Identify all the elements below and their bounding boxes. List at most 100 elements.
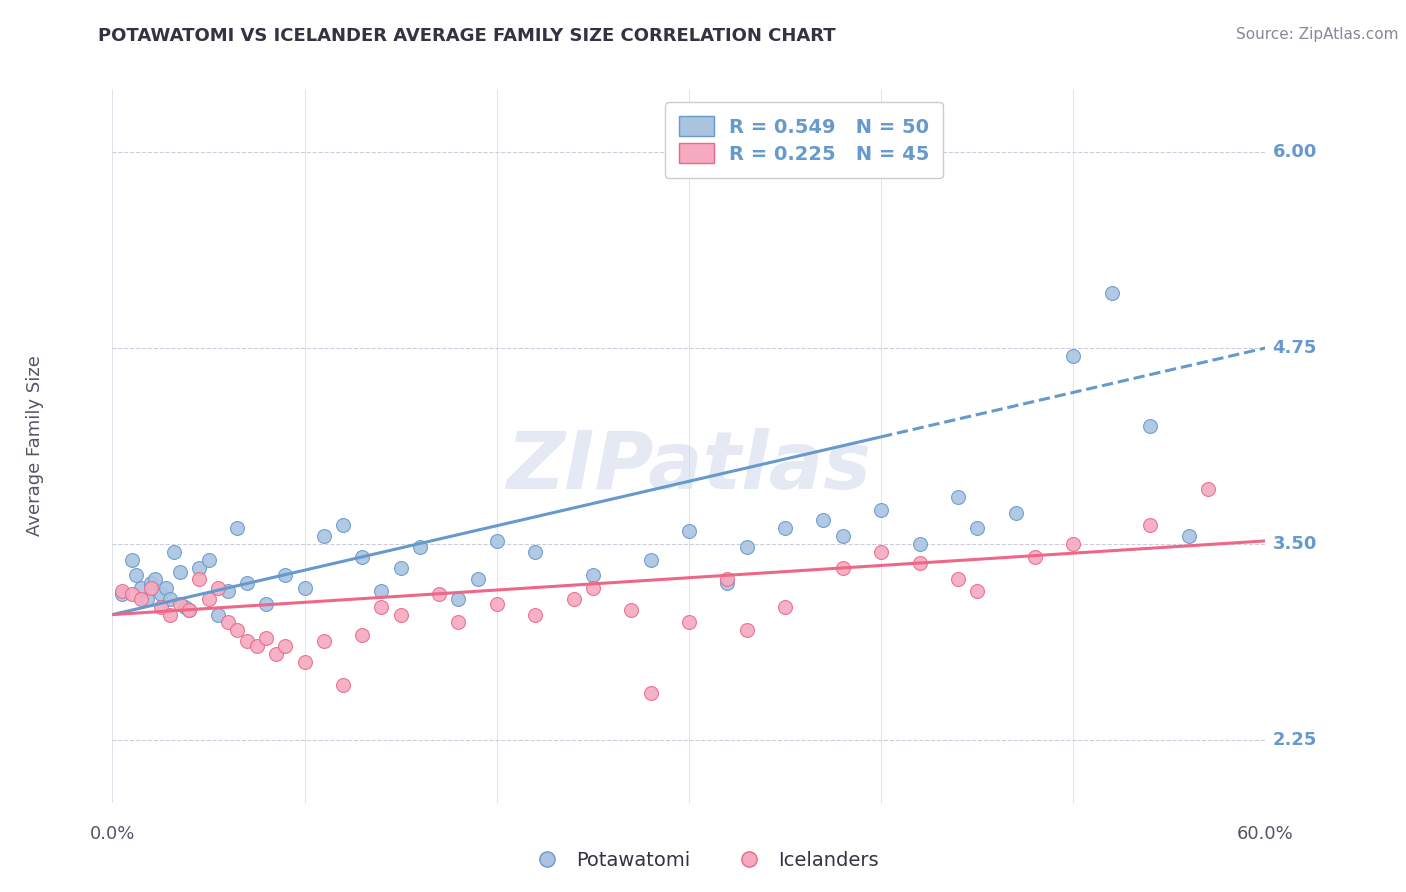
Point: [485, 533, 508, 548]
Point: [197, 591, 219, 606]
Point: [1177, 529, 1199, 543]
Point: [245, 639, 267, 653]
Point: [370, 584, 392, 599]
Point: [332, 678, 354, 692]
Text: Source: ZipAtlas.com: Source: ZipAtlas.com: [1236, 27, 1399, 42]
Point: [447, 591, 470, 606]
Point: [409, 540, 432, 554]
Point: [121, 587, 143, 601]
Text: 6.00: 6.00: [1272, 143, 1317, 161]
Point: [121, 552, 143, 566]
Point: [831, 560, 853, 574]
Point: [294, 655, 316, 669]
Point: [124, 568, 146, 582]
Point: [139, 576, 162, 591]
Point: [908, 556, 931, 570]
Point: [524, 607, 547, 622]
Text: POTAWATOMI VS ICELANDER AVERAGE FAMILY SIZE CORRELATION CHART: POTAWATOMI VS ICELANDER AVERAGE FAMILY S…: [98, 27, 837, 45]
Point: [264, 647, 287, 661]
Point: [735, 624, 758, 638]
Point: [389, 560, 412, 574]
Point: [159, 607, 181, 622]
Point: [678, 615, 700, 630]
Text: 4.75: 4.75: [1272, 339, 1317, 357]
Point: [946, 572, 969, 586]
Point: [1004, 506, 1026, 520]
Point: [966, 521, 988, 535]
Point: [143, 572, 166, 586]
Point: [217, 615, 239, 630]
Point: [640, 552, 662, 566]
Point: [236, 576, 259, 591]
Point: [226, 521, 249, 535]
Legend: R = 0.549   N = 50, R = 0.225   N = 45: R = 0.549 N = 50, R = 0.225 N = 45: [665, 103, 943, 178]
Point: [716, 576, 738, 591]
Point: [169, 597, 191, 611]
Point: [1139, 419, 1161, 434]
Point: [582, 581, 605, 595]
Point: [149, 599, 172, 614]
Point: [136, 591, 159, 606]
Point: [352, 628, 374, 642]
Text: Average Family Size: Average Family Size: [27, 356, 44, 536]
Point: [620, 603, 643, 617]
Point: [274, 639, 297, 653]
Point: [773, 521, 796, 535]
Point: [111, 587, 134, 601]
Point: [149, 587, 172, 601]
Point: [1024, 549, 1046, 564]
Point: [179, 603, 201, 617]
Point: [207, 607, 229, 622]
Point: [139, 581, 162, 595]
Point: [159, 591, 181, 606]
Point: [735, 540, 758, 554]
Point: [389, 607, 412, 622]
Point: [129, 581, 153, 595]
Point: [447, 615, 470, 630]
Point: [254, 597, 277, 611]
Point: [1197, 482, 1219, 496]
Point: [562, 591, 585, 606]
Point: [169, 566, 191, 580]
Point: [1062, 537, 1084, 551]
Point: [524, 545, 547, 559]
Point: [485, 597, 508, 611]
Point: [946, 490, 969, 504]
Point: [207, 581, 229, 595]
Point: [111, 584, 134, 599]
Point: [163, 545, 186, 559]
Point: [187, 572, 211, 586]
Point: [332, 518, 354, 533]
Point: [197, 552, 219, 566]
Point: [467, 572, 489, 586]
Point: [582, 568, 605, 582]
Point: [179, 603, 201, 617]
Point: [312, 634, 335, 648]
Point: [773, 599, 796, 614]
Point: [966, 584, 988, 599]
Point: [1062, 349, 1084, 363]
Point: [831, 529, 853, 543]
Point: [716, 572, 738, 586]
Point: [1101, 286, 1123, 301]
Text: ZIPatlas: ZIPatlas: [506, 428, 872, 507]
Point: [813, 514, 835, 528]
Point: [174, 599, 197, 614]
Point: [187, 560, 211, 574]
Point: [236, 634, 259, 648]
Point: [274, 568, 297, 582]
Point: [129, 591, 153, 606]
Point: [427, 587, 450, 601]
Text: 3.50: 3.50: [1272, 535, 1317, 553]
Point: [294, 581, 316, 595]
Point: [155, 581, 177, 595]
Point: [312, 529, 335, 543]
Point: [370, 599, 392, 614]
Point: [217, 584, 239, 599]
Legend: Potawatomi, Icelanders: Potawatomi, Icelanders: [520, 843, 886, 878]
Text: 0.0%: 0.0%: [90, 825, 135, 843]
Text: 60.0%: 60.0%: [1237, 825, 1294, 843]
Point: [870, 545, 893, 559]
Point: [254, 631, 277, 645]
Point: [1139, 518, 1161, 533]
